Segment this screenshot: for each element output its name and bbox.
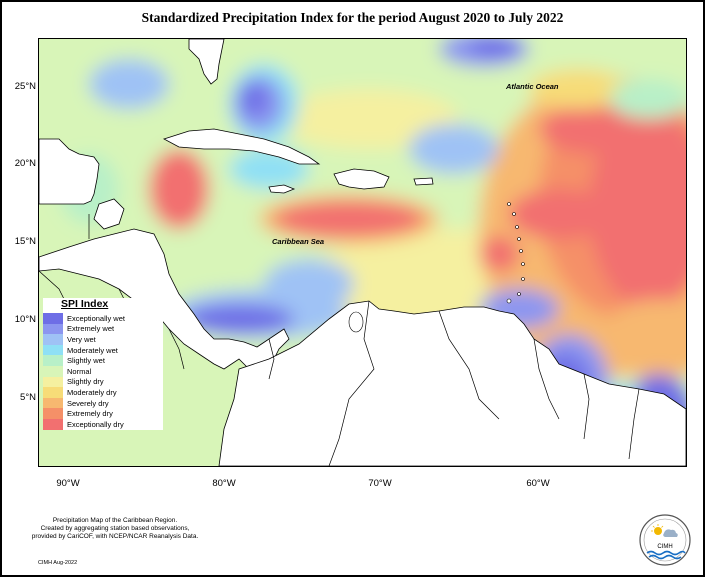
lat-tick-15n: 15°N bbox=[14, 236, 36, 247]
legend-item: Exceptionally wet bbox=[43, 313, 163, 324]
legend-item: Extremely wet bbox=[43, 323, 163, 335]
legend-swatch bbox=[43, 365, 63, 377]
lesser-antilles bbox=[348, 202, 525, 333]
legend-swatch bbox=[43, 355, 63, 366]
legend-item: Slightly dry bbox=[43, 376, 163, 388]
map-title: Standardized Precipitation Index for the… bbox=[141, 10, 564, 25]
lat-tick-25n: 25°N bbox=[14, 81, 36, 92]
lat-tick-5n: 5°N bbox=[20, 392, 36, 403]
legend-item: Moderately dry bbox=[43, 387, 163, 398]
legend-swatch bbox=[43, 334, 63, 345]
logo-text: CIMH bbox=[657, 544, 672, 550]
cimh-logo-icon: CIMH bbox=[639, 514, 691, 566]
legend-item: Severely dry bbox=[43, 397, 163, 409]
legend-swatch bbox=[43, 408, 63, 419]
lon-tick-80w: 80°W bbox=[212, 478, 236, 489]
legend-label: Severely dry bbox=[67, 398, 109, 408]
cimh-logo: CIMH bbox=[638, 513, 692, 567]
map-credit: Precipitation Map of the Caribbean Regio… bbox=[0, 517, 230, 541]
legend-swatch bbox=[43, 397, 63, 409]
lon-tick-70w: 70°W bbox=[368, 478, 392, 489]
atlantic-ocean-label: Atlantic Ocean bbox=[506, 82, 559, 91]
spi-legend: SPI Index Exceptionally wet Extremely wet… bbox=[43, 298, 163, 430]
legend-label: Moderately dry bbox=[67, 387, 117, 397]
lat-tick-10n: 10°N bbox=[14, 314, 36, 325]
legend-label: Exceptionally dry bbox=[67, 419, 124, 429]
legend-label: Exceptionally wet bbox=[67, 313, 125, 323]
legend-label: Slightly dry bbox=[67, 377, 104, 387]
legend-item: Slightly wet bbox=[43, 355, 163, 366]
legend-item: Exceptionally dry bbox=[43, 418, 163, 430]
lon-tick-60w: 60°W bbox=[526, 478, 550, 489]
production-stamp: CIMH Aug-2022 bbox=[38, 560, 78, 566]
legend-label: Moderately wet bbox=[67, 345, 118, 355]
legend-item: Moderately wet bbox=[43, 344, 163, 356]
lat-tick-20n: 20°N bbox=[14, 158, 36, 169]
credit-line-3: provided by CariCOF, with NCEP/NCAR Rean… bbox=[31, 533, 199, 540]
legend-label: Extremely dry bbox=[67, 409, 113, 419]
legend-item: Normal bbox=[43, 365, 163, 377]
legend-swatch bbox=[43, 323, 63, 335]
legend-swatch bbox=[43, 313, 63, 324]
legend-label: Very wet bbox=[67, 334, 96, 344]
legend-label: Extremely wet bbox=[67, 324, 115, 334]
legend-swatch bbox=[43, 376, 63, 388]
land-masses bbox=[39, 39, 686, 466]
legend-item: Very wet bbox=[43, 334, 163, 345]
credit-line-1: Precipitation Map of the Caribbean Regio… bbox=[52, 517, 178, 524]
legend-swatch bbox=[43, 344, 63, 356]
legend-items: Exceptionally wet Extremely wet Very wet Mo… bbox=[43, 313, 163, 430]
credit-line-2: Created by aggregating station based obs… bbox=[40, 525, 190, 532]
legend-item: Extremely dry bbox=[43, 408, 163, 419]
legend-swatch bbox=[43, 387, 63, 398]
legend-label: Slightly wet bbox=[67, 356, 105, 366]
caribbean-sea-label: Caribbean Sea bbox=[272, 237, 325, 246]
legend-swatch bbox=[43, 418, 63, 430]
legend-title: SPI Index bbox=[61, 298, 109, 310]
legend-label: Normal bbox=[67, 366, 92, 376]
lon-tick-90w: 90°W bbox=[56, 478, 80, 489]
spi-map-canvas bbox=[39, 39, 686, 466]
